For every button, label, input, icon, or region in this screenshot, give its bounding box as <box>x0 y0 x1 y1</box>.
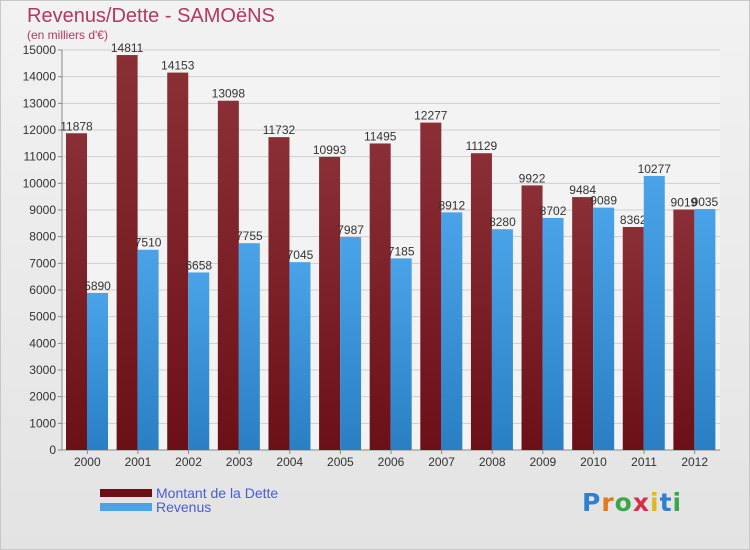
logo-letter: t <box>659 488 673 517</box>
bar-debt-label: 10993 <box>313 143 347 157</box>
bar-debt-label: 11495 <box>364 129 397 143</box>
chart-title: Revenus/Dette - SAMOëNS <box>27 5 275 27</box>
x-tick-label: 2004 <box>276 455 303 469</box>
legend-swatch-debt <box>100 489 152 497</box>
x-tick-label: 2008 <box>479 455 506 469</box>
bar-revenue <box>643 175 665 451</box>
bar-revenue <box>542 217 564 450</box>
y-tick-label: 13000 <box>23 96 57 110</box>
x-tick-label: 2011 <box>631 455 657 469</box>
legend-label-debt: Montant de la Dette <box>156 485 279 501</box>
legend-swatch-revenue <box>100 503 152 511</box>
bar-revenue-label: 8912 <box>438 198 465 212</box>
bar-debt-label: 11129 <box>466 139 498 153</box>
bar-revenue-label: 7045 <box>287 248 314 262</box>
y-tick-label: 2000 <box>29 390 56 404</box>
x-tick-label: 2002 <box>175 455 202 469</box>
bar-debt-label: 11732 <box>263 123 296 137</box>
bar-debt <box>319 156 341 450</box>
y-tick-label: 15000 <box>23 43 57 57</box>
logo-letter: x <box>632 488 650 517</box>
x-tick-label: 2003 <box>226 455 253 469</box>
bar-revenue-label: 6658 <box>185 258 212 272</box>
y-tick-label: 14000 <box>23 70 57 84</box>
x-tick-label: 2012 <box>681 455 708 469</box>
logo-letter: i <box>650 488 660 517</box>
y-tick-label: 6000 <box>29 283 56 297</box>
bar-revenue <box>694 209 716 450</box>
bar-debt <box>369 143 391 450</box>
bar-debt-label: 14153 <box>161 59 195 73</box>
x-tick-label: 2005 <box>327 455 354 469</box>
logo-letter: o <box>614 488 633 517</box>
bar-revenue <box>188 272 210 450</box>
logo-letter: r <box>601 488 615 517</box>
y-tick-label: 9000 <box>29 203 56 217</box>
bar-debt <box>572 197 594 450</box>
bar-debt <box>470 153 492 450</box>
bar-debt <box>66 133 87 450</box>
bar-revenue <box>491 229 513 450</box>
bar-debt <box>268 137 290 450</box>
y-tick-label: 3000 <box>29 363 56 377</box>
bar-debt <box>673 209 695 450</box>
chart-subtitle: (en milliers d'€) <box>27 28 108 42</box>
y-tick-label: 0 <box>49 443 56 457</box>
logo-letter: i <box>672 488 683 517</box>
bar-debt-label: 8362 <box>620 213 647 227</box>
bar-revenue <box>137 249 159 450</box>
bar-debt-label: 13098 <box>212 87 246 101</box>
bar-debt-label: 11878 <box>60 119 93 133</box>
bar-revenue <box>289 262 311 450</box>
x-tick-label: 2009 <box>529 455 556 469</box>
y-tick-label: 12000 <box>23 123 57 137</box>
bar-debt-label: 14811 <box>111 41 144 55</box>
bar-debt-label: 9019 <box>671 195 698 209</box>
bar-debt <box>622 227 644 450</box>
y-tick-label: 5000 <box>29 310 56 324</box>
logo-letter: P <box>582 488 602 517</box>
y-tick-label: 7000 <box>29 256 56 270</box>
bar-revenue <box>238 243 260 450</box>
bar-revenue-label: 7510 <box>135 236 162 250</box>
bar-revenue-label: 9089 <box>590 194 617 208</box>
y-tick-label: 4000 <box>29 336 56 350</box>
bar-debt <box>217 100 239 450</box>
bar-debt <box>521 185 543 450</box>
bar-debt-label: 9922 <box>519 171 546 185</box>
y-tick-label: 11000 <box>24 150 57 164</box>
bar-debt <box>420 122 442 450</box>
y-tick-label: 1000 <box>29 416 56 430</box>
bar-revenue-label: 5890 <box>84 279 111 293</box>
y-tick-label: 8000 <box>29 230 56 244</box>
bar-revenue <box>87 292 108 450</box>
bar-revenue-label: 7755 <box>236 229 263 243</box>
legend-item-debt: Montant de la Dette <box>100 485 279 501</box>
x-tick-label: 2007 <box>428 455 455 469</box>
x-tick-label: 2010 <box>580 455 607 469</box>
bar-revenue-label: 7987 <box>337 223 364 237</box>
legend: Montant de la Dette Revenus <box>100 485 279 515</box>
bar-debt-label: 12277 <box>414 109 448 123</box>
bar-revenue <box>340 237 362 450</box>
bar-debt <box>116 55 138 450</box>
bar-debt-label: 9484 <box>569 183 596 197</box>
bar-revenue <box>441 212 463 450</box>
bar-revenue <box>593 207 615 450</box>
legend-label-revenue: Revenus <box>156 499 212 515</box>
bar-revenue-label: 8702 <box>540 204 567 218</box>
bar-revenue-label: 8280 <box>489 215 516 229</box>
bar-revenue <box>390 258 412 450</box>
bar-debt <box>167 72 189 450</box>
x-tick-label: 2000 <box>74 455 101 469</box>
bar-revenue-label: 10277 <box>638 162 672 176</box>
y-tick-label: 10000 <box>23 176 57 190</box>
x-tick-label: 2006 <box>378 455 405 469</box>
bar-revenue-label: 9035 <box>692 195 719 209</box>
legend-item-revenue: Revenus <box>100 499 278 515</box>
bar-revenue-label: 7185 <box>388 244 415 258</box>
x-tick-label: 2001 <box>125 455 152 469</box>
proxiti-logo: Proxiti <box>582 488 682 517</box>
